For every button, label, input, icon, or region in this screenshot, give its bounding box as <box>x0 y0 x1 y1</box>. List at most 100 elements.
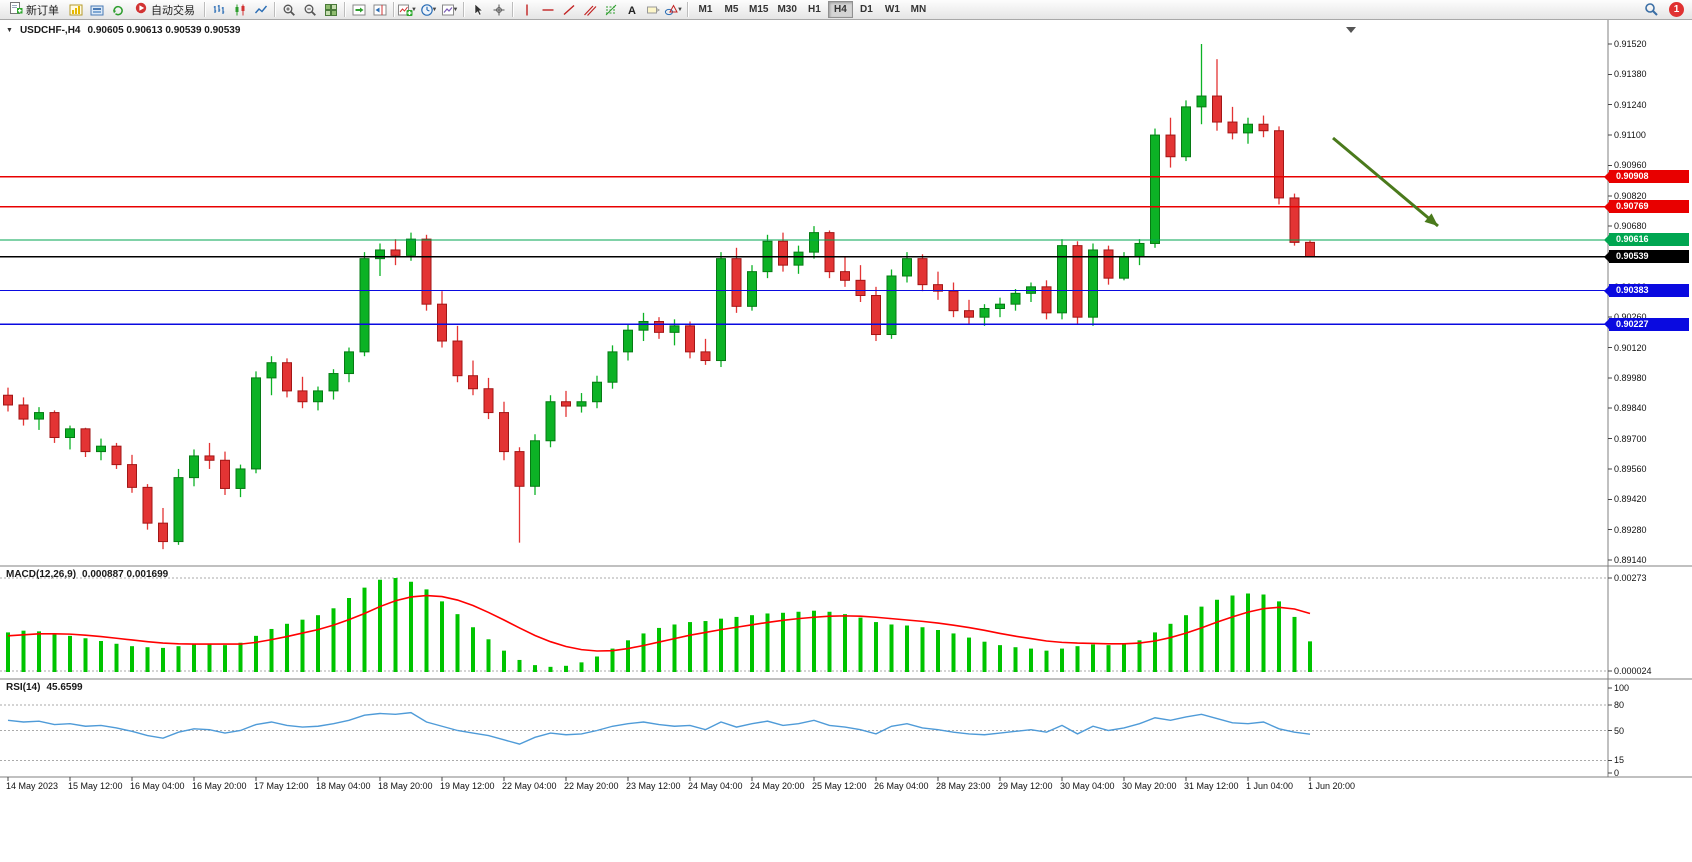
templates-icon <box>441 4 454 15</box>
svg-text:A: A <box>628 5 636 17</box>
chart-title: ▼ USDCHF-,H4 0.90605 0.90613 0.90539 0.9… <box>6 25 240 36</box>
toolbar: 新订单 自动交易 ▼ ▼ ▼ A ▼ M1 M5 M15 M30 H1 H4 D1 W1 MN … <box>0 0 1692 20</box>
crosshair-icon <box>493 4 504 15</box>
rsi-value: 45.6599 <box>46 682 83 693</box>
price-scale-label: 0.91380 <box>1614 69 1647 80</box>
timeframe-h1-button[interactable]: H1 <box>802 1 827 18</box>
search-button[interactable] <box>1641 1 1662 19</box>
time-axis-label: 30 May 04:00 <box>1060 781 1115 791</box>
search-icon <box>1645 3 1658 16</box>
refresh-button[interactable] <box>107 1 128 19</box>
rsi-scale-label: 50 <box>1614 725 1625 736</box>
timeframe-m1-button[interactable]: M1 <box>693 1 718 18</box>
vertical-line-button[interactable] <box>516 1 537 19</box>
time-axis-label: 19 May 12:00 <box>440 781 495 791</box>
price-scale-label: 0.91520 <box>1614 39 1647 49</box>
crosshair-button[interactable] <box>488 1 509 19</box>
timeframe-h4-button[interactable]: H4 <box>827 1 853 18</box>
rsi-scale-label: 15 <box>1614 755 1625 766</box>
toolbar-separator <box>512 2 513 17</box>
chart-shift-button[interactable] <box>369 1 390 19</box>
time-axis-label: 18 May 04:00 <box>316 781 371 791</box>
profiles-icon <box>90 5 103 15</box>
price-line-label: 0.90908 <box>1604 170 1689 184</box>
timeframe-toolbar: M1 M5 M15 M30 H1 H4 D1 W1 MN <box>693 1 931 18</box>
toolbar-separator <box>274 2 275 17</box>
price-line-label: 0.90227 <box>1604 317 1689 331</box>
timeframe-m5-button[interactable]: M5 <box>719 1 744 18</box>
zoom-out-button[interactable] <box>299 1 320 19</box>
cursor-button[interactable] <box>467 1 488 19</box>
timeframe-m30-button[interactable]: M30 <box>773 1 800 18</box>
price-scale-label: 0.90120 <box>1614 342 1647 353</box>
vertical-line-icon <box>525 4 528 15</box>
notification-badge[interactable]: 1 <box>1669 2 1684 17</box>
ohlc-bars-button[interactable] <box>208 1 229 19</box>
horizontal-line-button[interactable] <box>537 1 558 19</box>
trendline-button[interactable] <box>558 1 579 19</box>
timeframe-m15-button[interactable]: M15 <box>745 1 772 18</box>
macd-values: 0.000887 0.001699 <box>82 569 169 580</box>
time-axis-label: 17 May 12:00 <box>254 781 309 791</box>
text-icon: A <box>628 5 636 17</box>
channel-button[interactable] <box>579 1 600 19</box>
time-axis-label: 15 May 12:00 <box>68 781 123 791</box>
zoom-in-icon <box>283 4 295 16</box>
time-axis-label: 1 Jun 20:00 <box>1308 781 1356 791</box>
time-axis-label: 18 May 20:00 <box>378 781 433 791</box>
candlestick-icon <box>235 4 244 15</box>
time-axis-label: 28 May 23:00 <box>936 781 991 791</box>
timeframe-d1-button[interactable]: D1 <box>854 1 879 18</box>
one-click-trading-toggle-icon[interactable]: ▼ <box>6 27 13 34</box>
tile-windows-button[interactable] <box>320 1 341 19</box>
chevron-down-icon: ▼ <box>452 6 459 13</box>
price-scale-label: 0.90960 <box>1614 160 1647 171</box>
toolbar-right: 1 <box>1641 1 1689 19</box>
macd-scale-label: 0.000024 <box>1614 666 1652 677</box>
price-scale-label: 0.89140 <box>1614 555 1647 565</box>
channel-icon <box>583 5 596 16</box>
rsi-indicator-label: RSI(14) 45.6599 <box>6 682 83 693</box>
text-button[interactable]: A <box>621 1 642 19</box>
chevron-down-icon: ▼ <box>431 6 438 13</box>
time-axis-label: 25 May 12:00 <box>812 781 867 791</box>
toolbar-separator <box>393 2 394 17</box>
new-order-label: 新订单 <box>26 4 59 17</box>
timeframe-mn-button[interactable]: MN <box>906 1 931 18</box>
rsi-scale-label: 0 <box>1614 768 1620 778</box>
auto-trading-label: 自动交易 <box>151 4 195 17</box>
profiles-button[interactable] <box>86 1 107 19</box>
toolbar-separator <box>687 2 688 17</box>
auto-trading-button[interactable]: 自动交易 <box>128 1 201 19</box>
refresh-icon <box>112 5 123 15</box>
chevron-down-icon: ▼ <box>677 6 683 13</box>
macd-scale-label: 0.00273 <box>1614 573 1647 583</box>
new-order-icon <box>9 1 23 18</box>
zoom-in-button[interactable] <box>278 1 299 19</box>
price-scale-label: 0.90680 <box>1614 221 1647 232</box>
rsi-scale-label: 80 <box>1614 700 1625 710</box>
price-line-label: 0.90383 <box>1604 284 1689 297</box>
periods-button[interactable]: ▼ <box>418 1 439 19</box>
toolbar-separator <box>344 2 345 17</box>
time-axis-label: 22 May 04:00 <box>502 781 557 791</box>
line-chart-button[interactable] <box>250 1 271 19</box>
zoom-out-icon <box>304 4 316 16</box>
indicators-add-button[interactable]: ▼ <box>397 1 418 19</box>
chart-window-button[interactable] <box>65 1 86 19</box>
price-line-label: 0.90769 <box>1604 200 1689 214</box>
templates-button[interactable]: ▼ <box>439 1 460 19</box>
shapes-button[interactable]: ▼ <box>663 1 684 19</box>
fibonacci-icon <box>605 4 616 15</box>
candlestick-chart-button[interactable] <box>229 1 250 19</box>
fibonacci-button[interactable] <box>600 1 621 19</box>
timeframe-w1-button[interactable]: W1 <box>880 1 905 18</box>
text-label-button[interactable] <box>642 1 663 19</box>
new-order-button[interactable]: 新订单 <box>3 1 65 19</box>
price-scale-label: 0.90820 <box>1614 190 1647 201</box>
auto-scroll-button[interactable] <box>348 1 369 19</box>
price-scale-label: 0.90260 <box>1614 312 1688 323</box>
time-axis-label: 30 May 20:00 <box>1122 781 1177 791</box>
